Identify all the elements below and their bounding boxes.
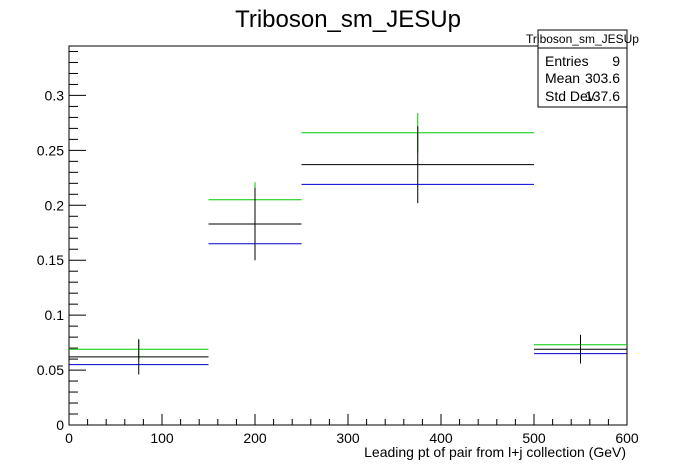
stats-box: Triboson_sm_JESUp Entries 9 Mean 303.6 S… bbox=[526, 29, 639, 108]
y-tick-label: 0.3 bbox=[45, 87, 65, 103]
stats-stddev-label: Std Dev bbox=[545, 88, 595, 104]
stats-entries-value: 9 bbox=[612, 53, 620, 69]
chart-title: Triboson_sm_JESUp bbox=[235, 6, 461, 33]
stats-mean-value: 303.6 bbox=[585, 70, 620, 86]
y-tick-label: 0.15 bbox=[37, 252, 64, 268]
stats-stddev-value: 137.6 bbox=[585, 88, 620, 104]
x-axis-label: Leading pt of pair from l+j collection (… bbox=[364, 444, 626, 460]
x-tick-label: 400 bbox=[429, 430, 453, 446]
y-tick-label: 0.2 bbox=[45, 197, 65, 213]
x-tick-label: 200 bbox=[243, 430, 267, 446]
x-tick-label: 600 bbox=[615, 430, 639, 446]
stats-mean-label: Mean bbox=[545, 70, 580, 86]
stats-entries-label: Entries bbox=[545, 53, 589, 69]
x-tick-label: 0 bbox=[65, 430, 73, 446]
y-tick-label: 0 bbox=[56, 417, 64, 433]
x-tick-label: 300 bbox=[336, 430, 360, 446]
y-tick-label: 0.1 bbox=[45, 307, 65, 323]
histogram-series bbox=[69, 113, 627, 375]
plot-axes: 0 100 200 300 400 500 600 0 0.05 0.1 0.15 0.2 0.25 0.… bbox=[37, 45, 639, 446]
x-tick-label: 100 bbox=[150, 430, 174, 446]
y-tick-label: 0.25 bbox=[37, 142, 64, 158]
x-tick-label: 500 bbox=[522, 430, 546, 446]
y-tick-label: 0.05 bbox=[37, 362, 64, 378]
stats-box-title: Triboson_sm_JESUp bbox=[526, 32, 639, 46]
